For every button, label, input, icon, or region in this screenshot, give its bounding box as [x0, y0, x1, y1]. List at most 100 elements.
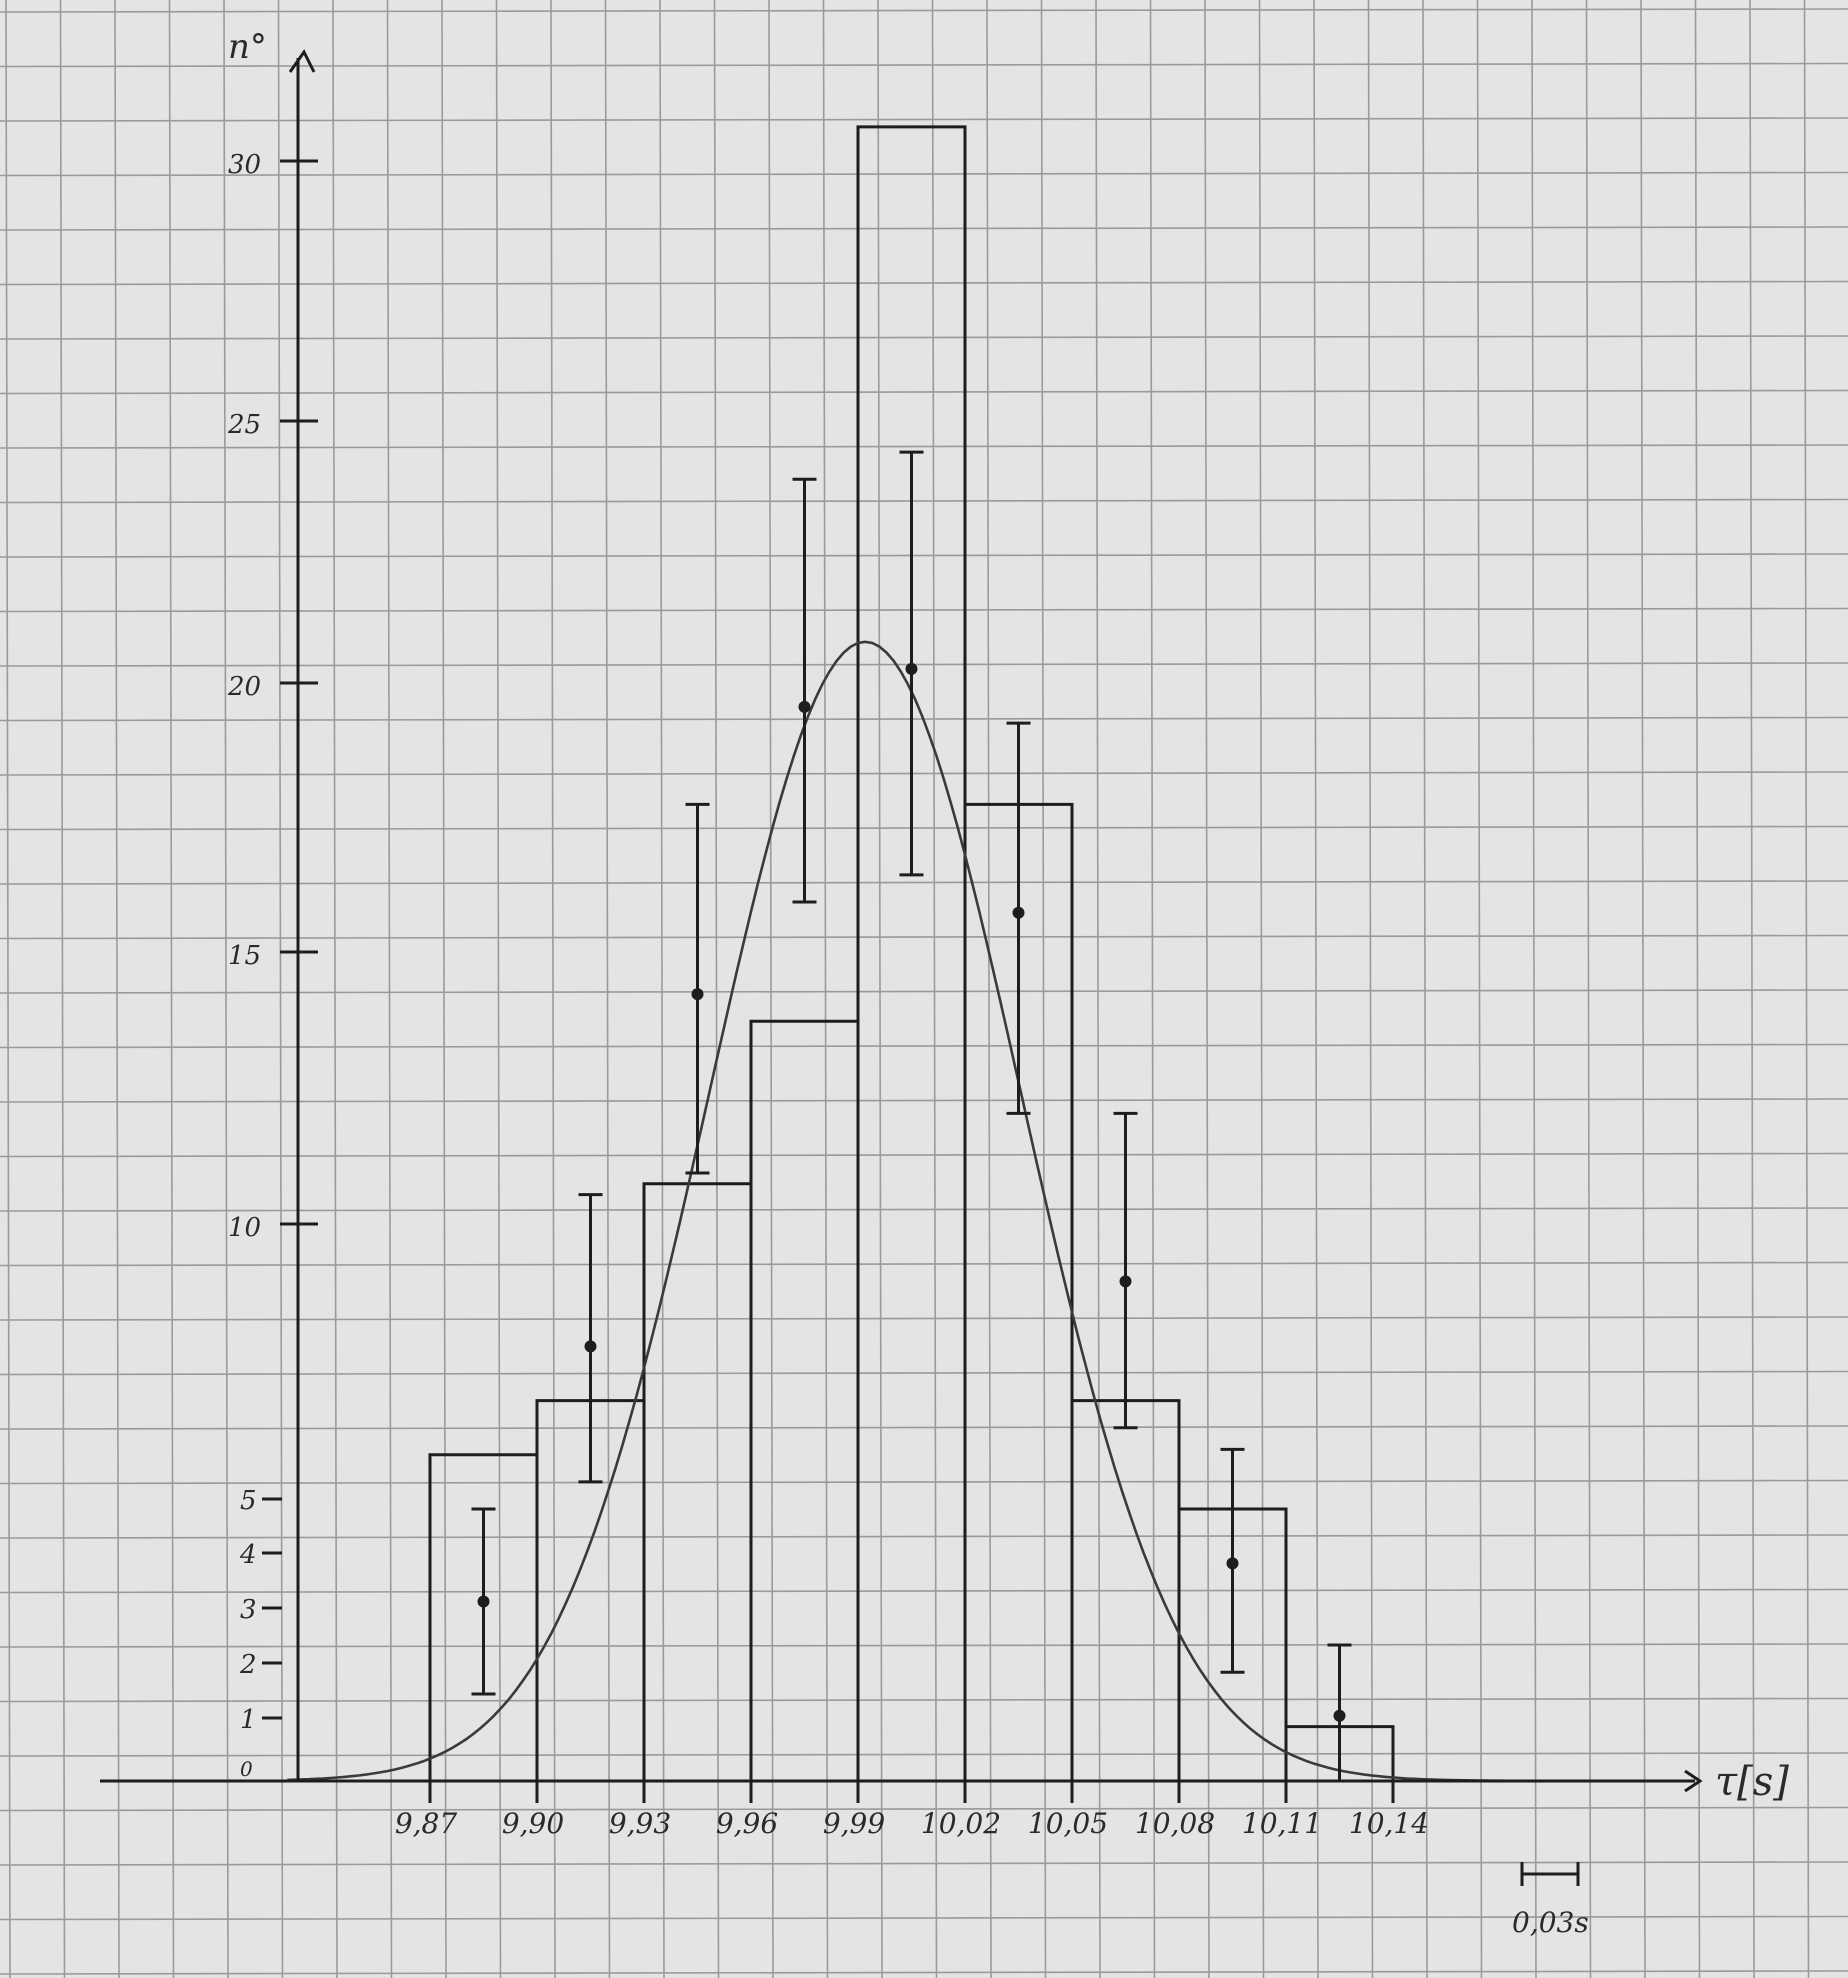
grid-line-vertical	[659, 0, 665, 1978]
x-tick-label: 10,02	[921, 1807, 1001, 1840]
grid-line-vertical	[495, 0, 502, 1978]
grid-line-vertical	[168, 0, 175, 1978]
grid-line-horizontal	[0, 553, 1848, 558]
x-ticks: 9,87 9,90 9,93 9,96 9,99 10,02 10,05 10,08 10,11…	[395, 1781, 1429, 1840]
data-point	[1333, 1709, 1346, 1722]
grid-line-vertical	[332, 0, 338, 1978]
x-tick-label: 9,93	[609, 1807, 671, 1840]
y-tick-label: 2	[239, 1650, 257, 1680]
data-point	[798, 700, 811, 713]
grid-line-horizontal	[0, 1207, 1848, 1212]
grid-line-vertical	[1803, 0, 1810, 1978]
grid-line-vertical	[1367, 0, 1374, 1978]
grid-line-horizontal	[0, 226, 1848, 231]
grid-line-vertical	[1095, 0, 1101, 1978]
grid-line-horizontal	[0, 498, 1848, 504]
y-tick-label: 15	[228, 941, 261, 971]
grid-line-vertical	[1258, 0, 1265, 1978]
x-axis-label: τ[s]	[1715, 1759, 1789, 1805]
grid-line-vertical	[986, 0, 992, 1978]
grid-line-vertical	[1585, 0, 1592, 1978]
x-tick-label: 9,99	[823, 1807, 885, 1840]
grid-line-horizontal	[0, 335, 1848, 340]
grid-line-horizontal	[0, 880, 1848, 885]
data-point	[1119, 1275, 1132, 1288]
grid-line-horizontal	[0, 1534, 1848, 1539]
y-axis-arrow-icon	[288, 49, 316, 73]
x-tick-label: 9,90	[502, 1807, 564, 1840]
grid-line-horizontal	[0, 1316, 1848, 1321]
grid-line-horizontal	[0, 62, 1848, 68]
grid-line-horizontal	[0, 1370, 1848, 1376]
grid-line-horizontal	[0, 1643, 1848, 1648]
grid-line-vertical	[1204, 0, 1210, 1978]
grid-line-vertical	[822, 0, 829, 1978]
grid-line-vertical	[223, 0, 229, 1978]
grid-line-vertical	[1422, 0, 1428, 1978]
x-tick-label: 10,14	[1349, 1807, 1429, 1840]
x-tick-label: 10,11	[1242, 1807, 1322, 1840]
grid-line-vertical	[1531, 0, 1537, 1978]
grid-line-horizontal	[0, 1152, 1848, 1158]
grid-line-vertical	[5, 0, 11, 1978]
grid-line-vertical	[114, 0, 120, 1978]
gaussian-fit-curve	[287, 640, 1657, 1783]
grid-line-horizontal	[0, 1588, 1848, 1594]
x-tick-label: 10,05	[1028, 1807, 1108, 1840]
y-axis-label: n°	[228, 27, 267, 67]
grid-line-vertical	[386, 0, 393, 1978]
error-bars	[471, 450, 1352, 1783]
grid-line-vertical	[1040, 0, 1047, 1978]
y-tick-label: 1	[240, 1705, 257, 1735]
grid-line-vertical	[1694, 0, 1701, 1978]
grid-line-horizontal	[0, 1970, 1848, 1975]
gaussian-curve	[287, 640, 1657, 1783]
data-point	[477, 1595, 490, 1608]
grid-line-vertical	[550, 0, 556, 1978]
bin-width-label: 0,03s	[1512, 1906, 1589, 1939]
grid-line-horizontal	[0, 1261, 1848, 1267]
data-point	[1226, 1557, 1239, 1570]
grid-line-horizontal	[0, 1697, 1848, 1703]
y-tick-label: 4	[239, 1540, 257, 1570]
grid-line-vertical	[59, 0, 66, 1978]
y-tick-label: 0	[240, 1757, 253, 1781]
grid-line-horizontal	[0, 825, 1848, 831]
grid-line-horizontal	[0, 444, 1848, 449]
y-tick-label: 25	[227, 410, 261, 440]
grid-line-horizontal	[0, 607, 1848, 613]
y-tick-label: 20	[227, 672, 261, 702]
grid-line-horizontal	[0, 1479, 1848, 1485]
grid-line-vertical	[713, 0, 720, 1978]
grid-line-vertical	[1149, 0, 1156, 1978]
grid-line-vertical	[1476, 0, 1483, 1978]
grid-line-vertical	[768, 0, 774, 1978]
grid-line-vertical	[604, 0, 611, 1978]
grid-line-horizontal	[0, 1098, 1848, 1103]
grid-line-horizontal	[0, 934, 1848, 940]
y-tick-label: 3	[240, 1595, 257, 1625]
grid-line-horizontal	[0, 1425, 1848, 1430]
grid-line-horizontal	[0, 1752, 1848, 1757]
grid-line-horizontal	[0, 389, 1848, 395]
x-axis-arrow-icon	[1684, 1769, 1703, 1793]
x-tick-label: 10,08	[1135, 1807, 1215, 1840]
grid-line-vertical	[931, 0, 938, 1978]
grid-line-horizontal	[0, 771, 1848, 776]
grid-line-horizontal	[0, 117, 1848, 122]
grid-line-horizontal	[0, 171, 1848, 177]
x-tick-label: 9,96	[716, 1807, 778, 1840]
grid-line-horizontal	[0, 662, 1848, 667]
data-point	[691, 988, 704, 1001]
grid-line-vertical	[1313, 0, 1319, 1978]
data-point	[1012, 906, 1025, 919]
grid-line-horizontal	[0, 1806, 1848, 1812]
bin-width-indicator: 0,03s	[1512, 1862, 1589, 1939]
grid-line-horizontal	[0, 8, 1848, 13]
data-point	[584, 1340, 597, 1353]
axes: n° τ[s] 9,87 9,90 9,93 9,96 9,99 10,02 10,05 10…	[100, 27, 1789, 1939]
grid-line-vertical	[1749, 0, 1755, 1978]
